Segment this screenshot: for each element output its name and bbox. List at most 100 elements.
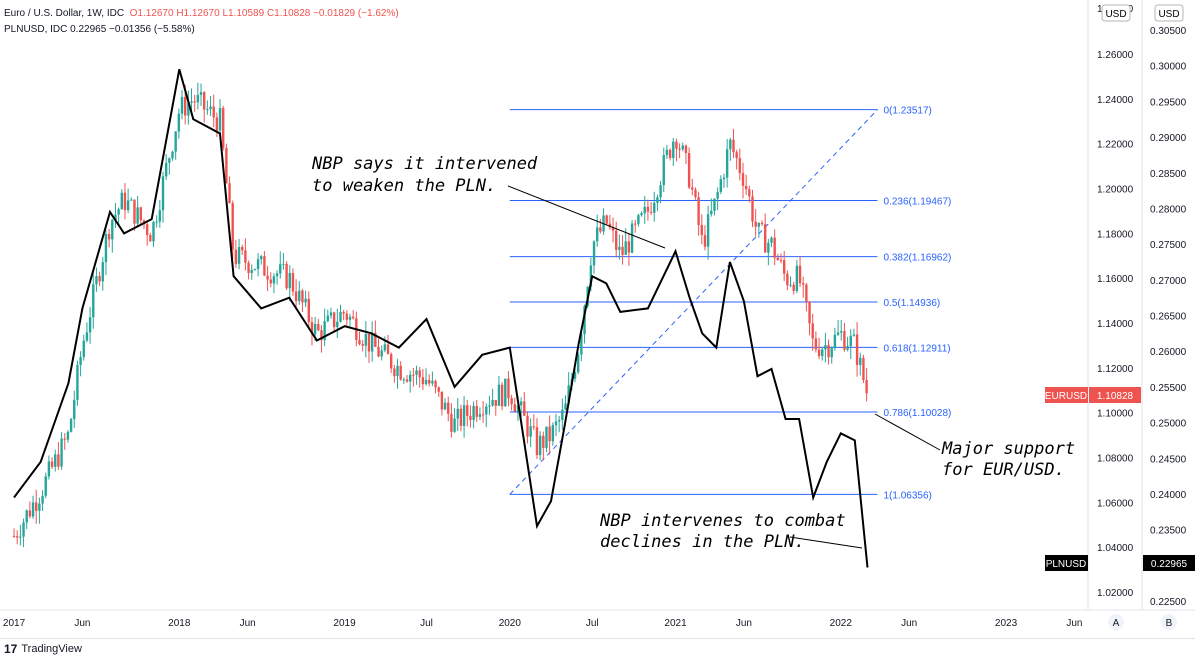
b-scale-button[interactable]: [1161, 614, 1177, 630]
candle-body: [485, 406, 488, 415]
candle-body: [247, 262, 250, 273]
candle-body: [668, 149, 672, 159]
candle-body: [222, 108, 225, 148]
candle-body: [821, 349, 824, 357]
candle-body: [351, 316, 355, 319]
plnusd-legend[interactable]: PLNUSD, IDC 0.22965 −0.01356 (−5.58%): [4, 24, 195, 35]
candle-body: [348, 316, 352, 320]
right-axis-tick: 0.29500: [1150, 97, 1187, 108]
left-axis-tick: 1.04000: [1097, 543, 1134, 554]
candle-body: [54, 454, 57, 467]
candle-body: [22, 522, 25, 537]
candle-body: [336, 321, 339, 328]
fib-level-label: 0.236(1.19467): [884, 196, 952, 207]
left-axis-tick: 1.12000: [1097, 364, 1134, 375]
candle-body: [415, 370, 418, 375]
candle-body: [786, 273, 789, 286]
left-axis-tick: 1.18000: [1097, 229, 1134, 240]
candle-body: [703, 235, 707, 247]
candle-body: [193, 101, 196, 103]
candle-body: [659, 185, 662, 198]
candle-body: [139, 207, 143, 221]
annotation-nbp-combat-pointer: [789, 536, 863, 549]
candle-body: [744, 185, 748, 190]
candle-body: [190, 101, 193, 103]
time-axis[interactable]: 2017 Jun 2018 Jun 2019 Jul 2020 Jul 2021 Jun 2022 J…: [3, 618, 1083, 629]
candle-body: [675, 141, 678, 149]
candle-body: [529, 426, 532, 437]
left-currency-button[interactable]: [1101, 4, 1131, 22]
time-axis-tick: Jun: [1066, 618, 1082, 629]
candle-body: [447, 402, 450, 414]
fib-level-label: 1(1.06356): [884, 490, 932, 501]
candle-body: [710, 210, 713, 215]
right-axis-tick: 0.23500: [1150, 526, 1187, 537]
right-axis-tick: 0.27500: [1150, 240, 1187, 251]
candle-body: [443, 402, 447, 410]
candle-body: [469, 415, 472, 420]
candle-body: [133, 199, 136, 224]
candle-body: [615, 230, 618, 250]
left-axis-tick: 1.02000: [1097, 588, 1134, 599]
candle-body: [507, 378, 510, 399]
price-chart[interactable]: 0(1.23517) 0.236(1.19467) 0.382(1.16962) 0.…: [0, 0, 1195, 638]
candle-body: [374, 332, 377, 347]
candle-body: [183, 96, 187, 116]
right-axis-tick: 0.26500: [1150, 312, 1187, 323]
right-price-axis[interactable]: 0.30500 0.30000 0.29500 0.29000 0.28500 0.280…: [1150, 26, 1187, 608]
candle-body: [317, 323, 320, 331]
candle-body: [73, 399, 76, 420]
candle-body: [782, 260, 786, 274]
candle-body: [836, 332, 840, 335]
candle-body: [840, 331, 843, 333]
candle-body: [735, 152, 738, 159]
candle-body: [282, 263, 285, 265]
footer-brand[interactable]: TradingView: [21, 642, 82, 655]
candle-body: [25, 510, 28, 523]
candle-body: [466, 405, 469, 416]
candle-body: [383, 344, 387, 351]
candle-body: [510, 398, 513, 405]
candle-body: [38, 503, 41, 511]
candle-body: [409, 374, 412, 382]
candle-body: [260, 256, 263, 260]
candle-body: [573, 372, 577, 379]
candle-body: [405, 379, 409, 382]
time-axis-tick: 2020: [499, 618, 522, 629]
candle-body: [481, 414, 485, 416]
auto-scale-button[interactable]: [1108, 614, 1124, 630]
candle-body: [732, 139, 735, 153]
candle-body: [418, 370, 421, 378]
time-axis-tick: 2019: [333, 618, 356, 629]
time-axis-tick: Jul: [586, 618, 599, 629]
eurusd-legend[interactable]: Euro / U.S. Dollar, 1W, IDC O1.12670 H1.…: [4, 8, 399, 19]
candle-body: [285, 263, 288, 289]
left-axis-tick: 1.20000: [1097, 185, 1134, 196]
eurusd-badge-value: 1.10828: [1097, 391, 1134, 402]
candle-body: [729, 139, 732, 150]
candle-body: [250, 269, 253, 273]
candle-body: [811, 323, 814, 339]
candle-body: [241, 246, 244, 251]
fib-level-label: 0.5(1.14936): [884, 298, 941, 309]
right-axis-tick: 0.26000: [1150, 347, 1187, 358]
footer: 17 TradingView: [0, 638, 1195, 658]
candle-body: [161, 176, 165, 211]
candle-body: [662, 155, 665, 186]
fib-level-label: 0.382(1.16962): [884, 253, 952, 264]
candle-body: [592, 241, 596, 266]
left-price-axis[interactable]: 1.280001.260001.240001.220001.200001.180…: [1097, 4, 1134, 599]
candle-body: [123, 192, 127, 211]
candle-body: [472, 406, 475, 420]
candle-body: [624, 241, 627, 255]
right-axis-tick: 0.22500: [1150, 597, 1187, 608]
right-currency-button[interactable]: [1154, 4, 1184, 22]
candle-body: [269, 279, 272, 284]
candle-body: [212, 106, 215, 118]
candle-body: [149, 235, 152, 242]
fibonacci-retracement[interactable]: 0(1.23517) 0.236(1.19467) 0.382(1.16962) 0.…: [509, 106, 952, 502]
candle-body: [301, 290, 304, 303]
candle-body: [500, 384, 504, 407]
time-axis-tick: Jun: [901, 618, 917, 629]
candle-body: [76, 364, 79, 400]
